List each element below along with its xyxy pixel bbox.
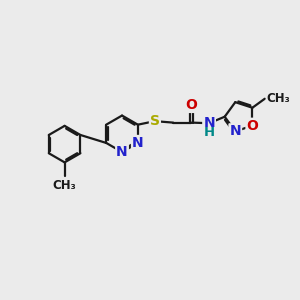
Text: CH₃: CH₃	[53, 178, 76, 192]
Text: O: O	[247, 119, 258, 133]
Text: S: S	[150, 114, 160, 128]
Text: N: N	[203, 116, 215, 130]
Text: N: N	[230, 124, 241, 138]
Text: N: N	[132, 136, 144, 150]
Text: N: N	[116, 145, 128, 159]
Text: H: H	[203, 126, 215, 139]
Text: O: O	[185, 98, 197, 112]
Text: CH₃: CH₃	[266, 92, 290, 105]
